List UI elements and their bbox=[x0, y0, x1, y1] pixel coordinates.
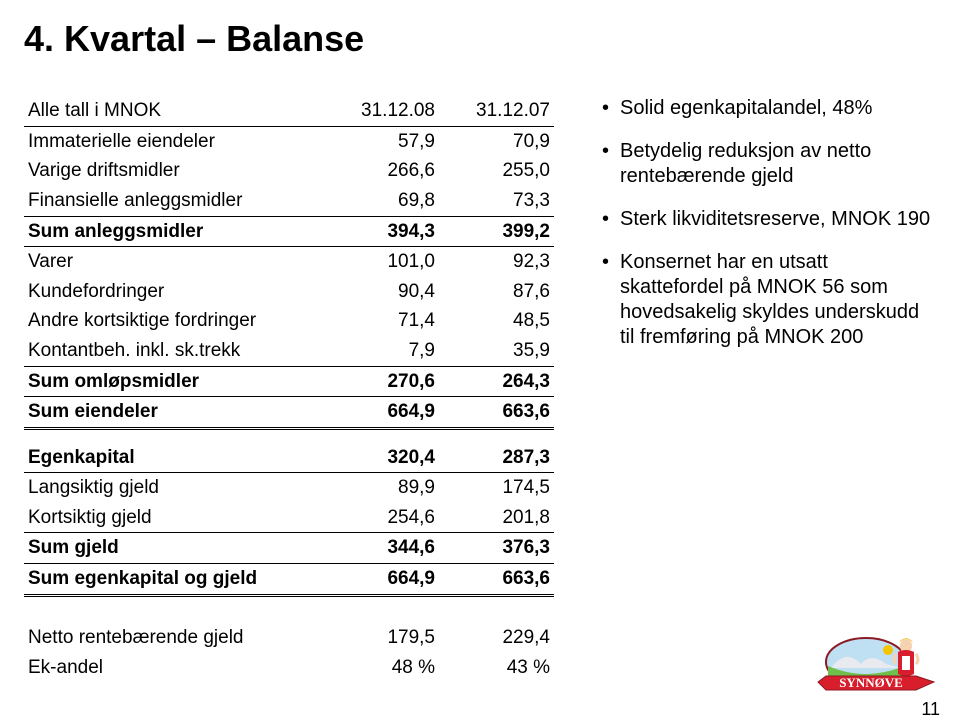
brand-logo: SYNNØVE bbox=[816, 634, 936, 704]
cell: 270,6 bbox=[324, 366, 439, 397]
row-label: Egenkapital bbox=[24, 443, 324, 473]
cell: 7,9 bbox=[324, 336, 439, 366]
cell: 73,3 bbox=[439, 186, 554, 216]
cell: 229,4 bbox=[439, 623, 554, 653]
cell: 254,6 bbox=[324, 503, 439, 533]
cell: 48,5 bbox=[439, 306, 554, 336]
row-label: Varer bbox=[24, 247, 324, 277]
cell: 266,6 bbox=[324, 156, 439, 186]
row-label: Kortsiktig gjeld bbox=[24, 503, 324, 533]
cell: 43 % bbox=[439, 653, 554, 683]
cell: 664,9 bbox=[324, 564, 439, 596]
cell: 320,4 bbox=[324, 443, 439, 473]
bullet-item: Sterk likviditetsreserve, MNOK 190 bbox=[602, 207, 936, 232]
cell: 101,0 bbox=[324, 247, 439, 277]
row-label: Varige driftsmidler bbox=[24, 156, 324, 186]
cell: 89,9 bbox=[324, 473, 439, 503]
cell: 663,6 bbox=[439, 397, 554, 429]
col-header-2: 31.12.07 bbox=[439, 96, 554, 126]
col-header-label: Alle tall i MNOK bbox=[24, 96, 324, 126]
row-label: Sum anleggsmidler bbox=[24, 216, 324, 247]
bullet-item: Solid egenkapitalandel, 48% bbox=[602, 96, 936, 121]
cell: 201,8 bbox=[439, 503, 554, 533]
cell: 394,3 bbox=[324, 216, 439, 247]
cell: 69,8 bbox=[324, 186, 439, 216]
cell: 87,6 bbox=[439, 277, 554, 307]
cell: 57,9 bbox=[324, 126, 439, 156]
row-label: Sum gjeld bbox=[24, 533, 324, 564]
cell: 48 % bbox=[324, 653, 439, 683]
row-label: Langsiktig gjeld bbox=[24, 473, 324, 503]
row-label: Netto rentebærende gjeld bbox=[24, 623, 324, 653]
cell: 376,3 bbox=[439, 533, 554, 564]
cell: 71,4 bbox=[324, 306, 439, 336]
balance-table: Alle tall i MNOK 31.12.08 31.12.07 Immat… bbox=[24, 96, 554, 683]
bullet-item: Betydelig reduksjon av netto rentebærend… bbox=[602, 139, 936, 189]
row-label: Kundefordringer bbox=[24, 277, 324, 307]
page-number: 11 bbox=[921, 699, 940, 720]
cell: 90,4 bbox=[324, 277, 439, 307]
cell: 264,3 bbox=[439, 366, 554, 397]
cell: 287,3 bbox=[439, 443, 554, 473]
cell: 344,6 bbox=[324, 533, 439, 564]
cell: 92,3 bbox=[439, 247, 554, 277]
cell: 663,6 bbox=[439, 564, 554, 596]
cell: 70,9 bbox=[439, 126, 554, 156]
brand-name: SYNNØVE bbox=[839, 675, 903, 690]
cell: 399,2 bbox=[439, 216, 554, 247]
cell: 35,9 bbox=[439, 336, 554, 366]
cell: 664,9 bbox=[324, 397, 439, 429]
row-label: Sum omløpsmidler bbox=[24, 366, 324, 397]
row-label: Finansielle anleggsmidler bbox=[24, 186, 324, 216]
row-label: Kontantbeh. inkl. sk.trekk bbox=[24, 336, 324, 366]
row-label: Sum egenkapital og gjeld bbox=[24, 564, 324, 596]
content-area: Alle tall i MNOK 31.12.08 31.12.07 Immat… bbox=[0, 60, 960, 683]
row-label: Immaterielle eiendeler bbox=[24, 126, 324, 156]
cell: 179,5 bbox=[324, 623, 439, 653]
page-title: 4. Kvartal – Balanse bbox=[0, 0, 960, 60]
row-label: Sum eiendeler bbox=[24, 397, 324, 429]
bullet-list: Solid egenkapitalandel, 48% Betydelig re… bbox=[554, 96, 936, 683]
col-header-1: 31.12.08 bbox=[324, 96, 439, 126]
bullet-item: Konsernet har en utsatt skattefordel på … bbox=[602, 250, 936, 350]
cell: 255,0 bbox=[439, 156, 554, 186]
row-label: Ek-andel bbox=[24, 653, 324, 683]
cell: 174,5 bbox=[439, 473, 554, 503]
row-label: Andre kortsiktige fordringer bbox=[24, 306, 324, 336]
